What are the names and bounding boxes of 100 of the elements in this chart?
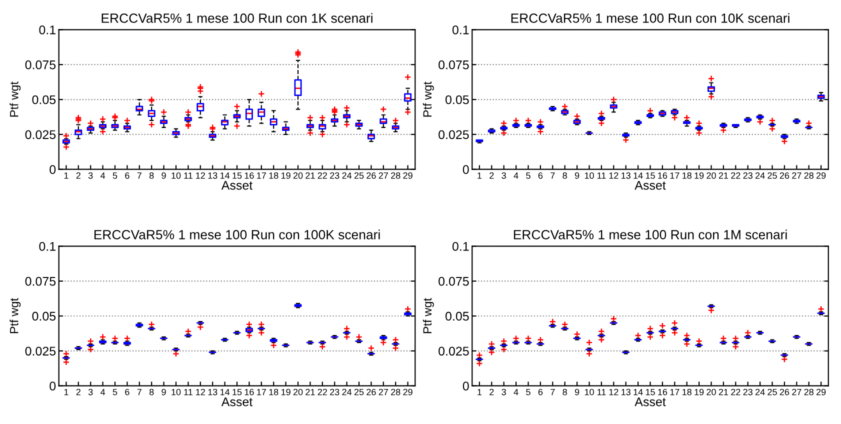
x-tick-label: 23	[743, 172, 752, 179]
x-tick-label: 4	[100, 388, 106, 396]
x-tick-label: 10	[172, 388, 181, 396]
x-axis-title: Asset	[634, 397, 666, 406]
x-tick-label: 26	[780, 388, 790, 396]
x-tick-label: 27	[792, 388, 802, 396]
x-tick-label: 6	[125, 172, 130, 179]
chart-title: ERCCVaR5% 1 mese 100 Run con 100K scenari	[94, 230, 380, 240]
x-tick-label: 1	[64, 172, 68, 179]
chart-title: ERCCVaR5% 1 mese 100 Run con 1K scenari	[102, 13, 372, 23]
y-tick-label: 0.075	[25, 276, 56, 286]
x-tick-label: 12	[609, 172, 618, 179]
x-tick-label: 2	[76, 388, 80, 396]
x-tick-label: 18	[269, 388, 278, 396]
x-tick-label: 1	[478, 388, 482, 396]
x-tick-label: 3	[88, 172, 93, 179]
x-tick-label: 10	[584, 388, 594, 396]
x-tick-label: 23	[330, 172, 340, 179]
x-tick-label: 27	[792, 172, 802, 179]
x-tick-label: 29	[403, 172, 412, 179]
x-tick-label: 25	[354, 388, 364, 396]
x-tick-label: 23	[743, 388, 752, 396]
x-tick-label: 27	[378, 172, 388, 179]
y-tick-label: 0.075	[25, 60, 56, 70]
x-tick-label: 28	[804, 172, 814, 179]
y-tick-label: 0.1	[452, 242, 469, 251]
x-tick-label: 29	[816, 172, 826, 179]
x-tick-label: 13	[622, 172, 630, 179]
x-tick-label: 1	[478, 172, 482, 179]
x-tick-label: 17	[257, 172, 266, 179]
y-tick-label: 0.1	[452, 25, 469, 34]
x-tick-label: 21	[718, 388, 728, 396]
y-tick-label: 0.075	[438, 276, 469, 286]
x-tick-label: 11	[597, 172, 606, 179]
x-tick-label: 11	[184, 172, 192, 179]
x-tick-label: 21	[306, 388, 315, 396]
x-tick-label: 29	[816, 388, 826, 396]
x-tick-label: 8	[562, 172, 567, 179]
y-tick-label: 0.025	[25, 346, 56, 356]
x-tick-label: 17	[670, 172, 680, 179]
x-tick-label: 29	[403, 388, 412, 396]
y-tick-label: 0	[462, 382, 469, 390]
x-axis-title: Asset	[221, 397, 253, 406]
y-tick-label: 0.025	[25, 130, 56, 140]
x-tick-label: 23	[330, 388, 340, 396]
x-tick-label: 14	[220, 172, 230, 179]
x-tick-label: 5	[112, 388, 118, 396]
x-tick-label: 26	[366, 172, 376, 179]
chart-title: ERCCVaR5% 1 mese 100 Run con 1M scenari	[514, 230, 787, 240]
x-tick-label: 4	[514, 172, 518, 179]
x-tick-label: 14	[634, 388, 643, 396]
x-tick-label: 15	[646, 388, 655, 396]
x-tick-label: 24	[755, 388, 765, 396]
x-tick-label: 13	[622, 388, 630, 396]
x-tick-label: 6	[538, 388, 543, 396]
x-tick-label: 5	[526, 172, 530, 179]
x-tick-label: 28	[391, 172, 400, 179]
y-tick-label: 0.05	[32, 95, 56, 104]
y-axis-title: Ptf wgt	[10, 82, 21, 117]
y-tick-label: 0	[50, 382, 56, 390]
x-tick-label: 9	[574, 388, 580, 396]
x-tick-label: 19	[694, 172, 704, 179]
x-tick-label: 12	[609, 388, 618, 396]
x-tick-label: 22	[318, 388, 327, 396]
x-tick-label: 16	[658, 388, 668, 396]
x-tick-label: 15	[232, 172, 242, 179]
x-tick-label: 9	[574, 172, 580, 179]
x-tick-label: 25	[768, 172, 777, 179]
x-tick-label: 18	[269, 172, 278, 179]
y-tick-label: 0	[462, 165, 469, 174]
x-tick-label: 28	[391, 388, 400, 396]
x-tick-label: 18	[682, 172, 692, 179]
x-tick-label: 26	[780, 172, 790, 179]
x-tick-label: 16	[244, 172, 254, 179]
x-tick-label: 5	[526, 388, 530, 396]
x-tick-label: 25	[768, 388, 777, 396]
x-tick-label: 15	[646, 172, 655, 179]
x-tick-label: 24	[755, 172, 765, 179]
y-tick-label: 0.025	[438, 130, 469, 140]
chart-title: ERCCVaR5% 1 mese 100 Run con 10K scenari	[511, 13, 790, 23]
x-tick-label: 9	[162, 388, 166, 396]
x-tick-label: 7	[137, 388, 142, 396]
y-tick-label: 0.05	[446, 95, 469, 104]
x-tick-label: 3	[88, 388, 93, 396]
y-axis-title: Ptf wgt	[422, 298, 434, 334]
x-tick-label: 9	[162, 172, 166, 179]
x-tick-label: 19	[281, 172, 290, 179]
x-tick-label: 12	[196, 172, 205, 179]
x-tick-label: 1	[64, 388, 68, 396]
x-tick-label: 5	[112, 172, 118, 179]
x-tick-label: 20	[293, 388, 303, 396]
x-tick-label: 18	[682, 388, 692, 396]
x-tick-label: 3	[502, 388, 506, 396]
x-tick-label: 13	[208, 172, 218, 179]
x-tick-label: 24	[342, 388, 352, 396]
x-tick-label: 8	[562, 388, 567, 396]
y-axis-title: Ptf wgt	[10, 298, 21, 334]
x-axis-title: Asset	[634, 181, 666, 190]
x-tick-label: 7	[137, 172, 142, 179]
x-tick-label: 11	[184, 388, 192, 396]
